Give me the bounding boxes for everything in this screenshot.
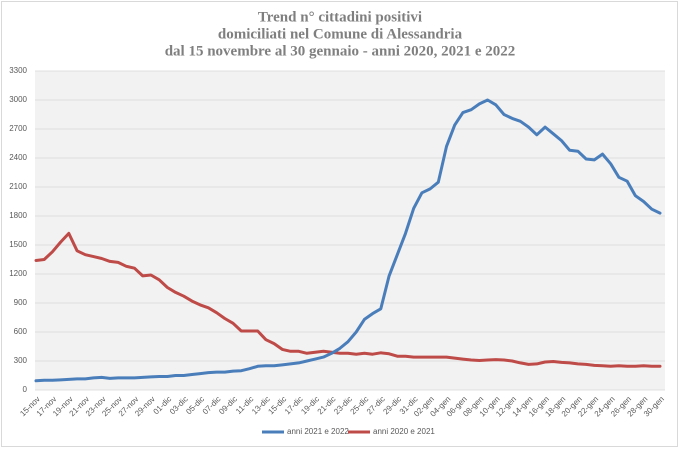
chart-title: dal 15 novembre al 30 gennaio - anni 202…	[165, 43, 516, 59]
line	[34, 98, 662, 383]
y-tick-label: 1500	[9, 240, 27, 249]
y-tick-label: 0	[23, 385, 28, 394]
plot-area	[35, 71, 665, 390]
y-tick-label: 1200	[9, 269, 27, 278]
y-tick-label: 3300	[9, 66, 27, 75]
line	[34, 231, 662, 368]
y-tick-label: 900	[14, 298, 28, 307]
y-tick-label: 2400	[9, 153, 27, 162]
legend-label: anni 2020 e 2021	[373, 427, 435, 436]
y-tick-label: 3000	[9, 95, 27, 104]
y-tick-label: 2100	[9, 182, 27, 191]
chart-title: domiciliati nel Comune di Alessandria	[218, 26, 463, 42]
y-tick-label: 1800	[9, 211, 27, 220]
legend-label: anni 2021 e 2022	[287, 427, 349, 436]
y-tick-label: 600	[14, 327, 28, 336]
y-tick-label: 2700	[9, 124, 27, 133]
y-tick-label: 300	[14, 356, 28, 365]
chart-title: Trend n° cittadini positivi	[258, 9, 422, 25]
